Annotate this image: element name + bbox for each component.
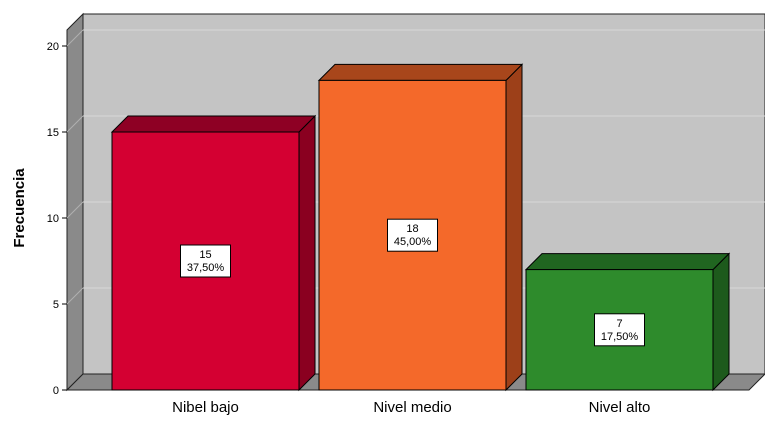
y-axis: 0 5 10 15 20 [47,41,67,397]
x-axis-tick-labels: Nibel bajo Nivel medio Nivel alto [172,399,650,416]
gridline-side [66,201,84,219]
data-label-count: 18 [406,223,418,235]
data-label-count: 7 [616,318,622,330]
bar-top-face [524,253,731,271]
y-tick-label: 15 [47,127,59,139]
x-tick-label: Nivel alto [589,399,651,416]
x-tick-label: Nivel medio [373,399,451,416]
data-label: 717,50% [594,313,645,347]
y-tick-label: 20 [47,41,59,53]
data-label-box [180,244,231,278]
bar-side-face [712,252,730,392]
y-tick-label: 10 [47,213,59,225]
side-wall [66,12,84,392]
bar-side-face [298,114,316,392]
y-tick-label: 0 [53,385,59,397]
gridline-side [66,287,84,305]
gridline-side [66,115,84,133]
y-axis-label: Frecuencia [11,168,28,248]
x-tick-label: Nibel bajo [172,399,239,416]
bar-top-face [110,115,317,133]
data-label-box [594,313,645,347]
bar-top-face [317,63,524,81]
data-label-percent: 17,50% [601,331,639,343]
data-label-percent: 37,50% [187,262,225,274]
y-tick-label: 5 [53,299,59,311]
data-label-box [387,218,438,252]
bar-side-face [505,63,523,392]
gridline-side [66,29,84,47]
data-label-count: 15 [199,249,211,261]
data-label-percent: 45,00% [394,236,432,248]
